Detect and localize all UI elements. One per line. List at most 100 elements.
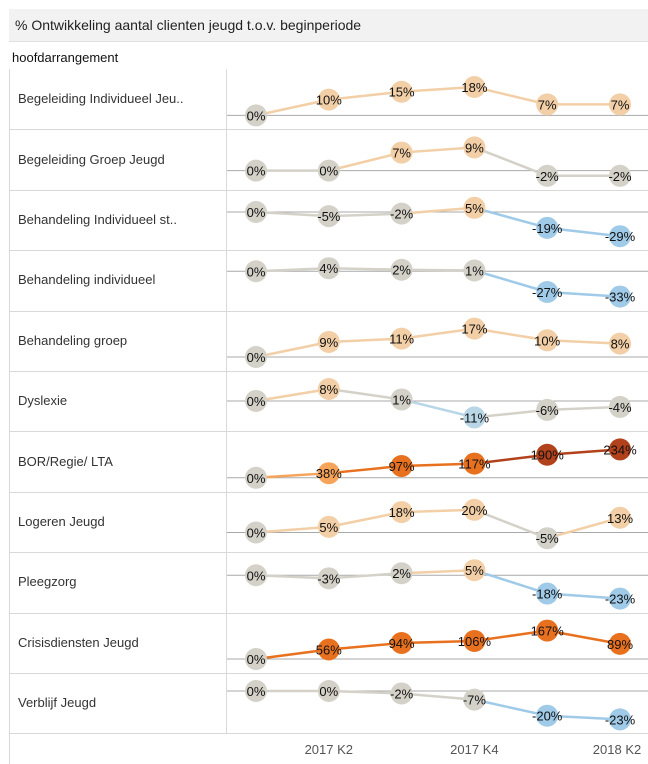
series-line-segment (547, 592, 621, 600)
data-point (390, 632, 413, 655)
data-point (463, 76, 486, 98)
data-label: 0% (247, 471, 266, 486)
data-label: 4% (319, 261, 338, 276)
series-line-segment (255, 574, 329, 580)
data-label: 97% (389, 459, 415, 474)
series-line-segment (474, 269, 548, 294)
data-point (390, 455, 413, 478)
series-line-segment (474, 698, 548, 717)
data-label: -27% (532, 285, 563, 300)
series-line-segment (473, 508, 548, 540)
data-point (390, 501, 413, 524)
series-line-segment (328, 464, 402, 475)
data-label: 0% (247, 164, 266, 179)
left-frame-line (9, 69, 10, 764)
data-point (245, 648, 267, 670)
data-label: 9% (465, 140, 484, 155)
data-label: 0% (247, 568, 266, 583)
data-point (317, 515, 340, 538)
data-label: 38% (316, 466, 342, 481)
data-label: 0% (247, 350, 266, 365)
data-label: 190% (531, 448, 565, 463)
data-label: 1% (392, 392, 411, 407)
data-point (536, 164, 559, 187)
series-line-segment (255, 525, 329, 534)
data-label: -29% (605, 229, 636, 244)
data-point (390, 327, 413, 350)
row-header-label: hoofdarrangement (12, 50, 119, 65)
data-label: 13% (607, 511, 633, 526)
data-point (245, 466, 267, 489)
data-point (463, 498, 486, 521)
data-label: 7% (611, 97, 630, 112)
row-label: Behandeling Individueel st.. (18, 212, 178, 227)
row-label: Crisisdiensten Jeugd (18, 634, 139, 650)
data-point (609, 285, 631, 308)
data-point (463, 452, 486, 475)
data-label: -2% (390, 686, 414, 701)
data-label: 2% (392, 263, 411, 278)
series-line-segment (255, 648, 329, 661)
data-label: 2% (392, 566, 411, 581)
series-line-segment (255, 266, 329, 273)
data-label: 0% (319, 164, 338, 179)
data-point (463, 136, 486, 159)
data-label: 8% (611, 337, 630, 352)
row-separator (9, 431, 648, 433)
series-line-segment (401, 327, 475, 340)
data-point (317, 257, 340, 280)
data-label: 0% (247, 108, 266, 123)
series-line-segment (328, 510, 402, 529)
data-point (536, 280, 559, 303)
data-label: 11% (389, 332, 414, 347)
series-line-segment (547, 448, 621, 456)
series-line-segment (401, 462, 475, 468)
row-label: Verblijf Jeugd (18, 695, 97, 711)
data-point (536, 527, 559, 550)
row-label: Dyslexie (18, 393, 68, 409)
data-point (317, 638, 340, 661)
data-label: 0% (247, 205, 266, 220)
series-line-segment (401, 146, 475, 154)
data-point (463, 629, 486, 652)
data-point (536, 704, 559, 727)
series-line-segment (474, 569, 548, 595)
data-point (463, 317, 486, 340)
row-label: Logeren Jeugd (18, 514, 105, 529)
series-line-segment (474, 206, 548, 230)
row-separator (9, 491, 648, 493)
data-label: 8% (319, 382, 338, 397)
data-point (317, 378, 340, 400)
data-point (390, 258, 413, 281)
data-point (390, 388, 413, 411)
data-label: 7% (392, 146, 411, 161)
data-label: 0% (247, 684, 266, 699)
row-label: Behandeling individueel (18, 272, 156, 288)
series-line-segment (547, 226, 621, 238)
chart-title: % Ontwikkeling aantal clienten jeugd t.o… (15, 17, 362, 33)
data-point (609, 332, 631, 355)
data-point (536, 443, 559, 466)
series-line-segment (328, 266, 402, 271)
series-line-segment (474, 327, 548, 342)
data-point (609, 93, 631, 116)
data-label: 20% (461, 503, 487, 518)
title-bar: % Ontwikkeling aantal clienten jeugd t.o… (9, 9, 648, 42)
data-point (317, 462, 340, 485)
data-label: 117% (458, 457, 491, 472)
data-point (245, 680, 267, 702)
series-line-segment (401, 508, 475, 514)
series-line-segment (255, 471, 329, 480)
data-label: 15% (389, 85, 415, 100)
data-label: 18% (389, 505, 415, 520)
data-point (463, 259, 486, 282)
data-point (245, 389, 267, 412)
data-label: 0% (247, 264, 266, 279)
data-point (317, 330, 340, 353)
data-label: -5% (317, 209, 341, 224)
data-point (245, 564, 267, 587)
series-line-segment (474, 453, 548, 465)
data-label: 234% (603, 442, 637, 457)
data-label: 17% (461, 322, 487, 337)
